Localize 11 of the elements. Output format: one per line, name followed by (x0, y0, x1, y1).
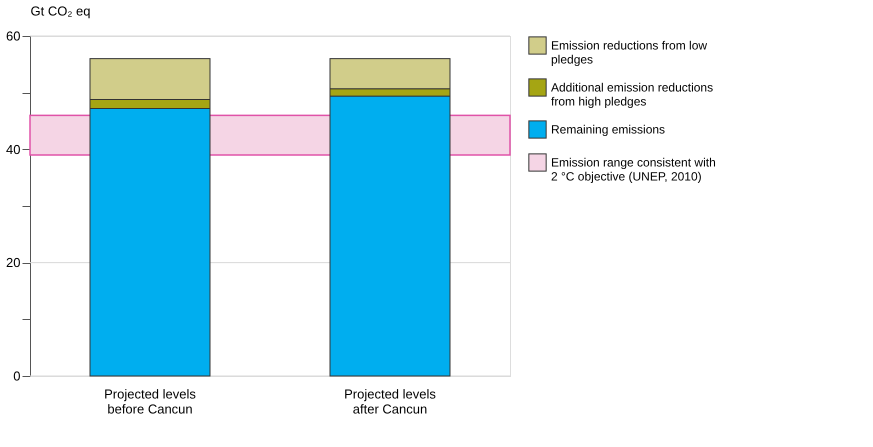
y-axis-title: Gt CO₂ eq (30, 4, 90, 18)
y-tick-label: 20 (6, 255, 20, 270)
x-tick-label: Projected levels after Cancun (344, 386, 436, 416)
legend-label: Emission reductions from low pledges (551, 38, 708, 66)
legend-label: Additional emission reductions from high pledges (551, 80, 714, 108)
y-tick-label: 60 (6, 28, 20, 44)
x-tick-label: Projected levels before Cancun (104, 386, 196, 416)
y-tick-label: 0 (13, 368, 20, 384)
y-tick-label: 40 (6, 142, 20, 157)
legend-label: Emission range consistent with 2 °C objective (UNEP, 2010) (551, 156, 716, 184)
legend-label: Remaining emissions (551, 122, 666, 136)
